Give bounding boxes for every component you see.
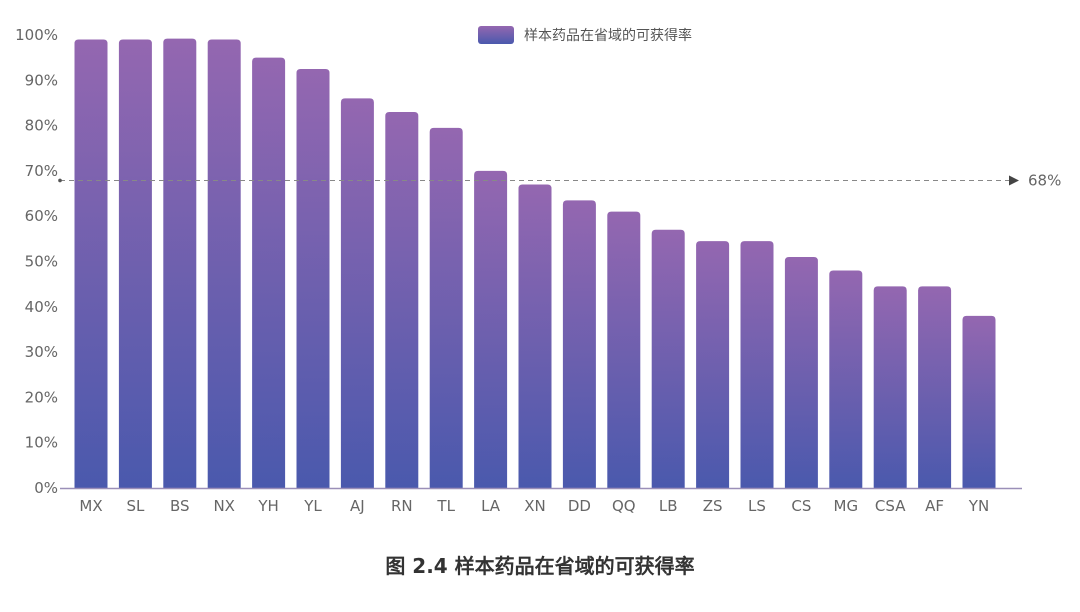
y-tick-label: 60% [25, 207, 58, 225]
reference-line-label: 68% [1028, 171, 1061, 189]
x-axis: MX SL BS NX YH YL AJ RN TL LA XN DD QQ LB ZS LS CS MG CSA A… [79, 497, 989, 515]
bar-mx [74, 39, 108, 488]
bar-af [918, 286, 952, 488]
bar-ls [740, 241, 774, 488]
x-tick-label: SL [126, 497, 145, 515]
y-tick-label: 0% [34, 479, 58, 497]
x-tick-label: RN [391, 497, 413, 515]
chart: 样本药品在省域的可获得率 0% 10% 20% 30% 40% 50% 60% 70% 80% 9… [15, 26, 1061, 515]
y-tick-label: 30% [25, 343, 58, 361]
y-tick-label: 90% [25, 71, 58, 89]
y-tick-label: 20% [25, 388, 58, 406]
legend: 样本药品在省域的可获得率 [478, 26, 692, 44]
x-tick-label: AJ [350, 497, 365, 515]
x-tick-label: LA [481, 497, 501, 515]
x-tick-label: TL [436, 497, 455, 515]
bar-dd [562, 200, 596, 488]
x-tick-label: NX [213, 497, 235, 515]
x-tick-label: CSA [875, 497, 906, 515]
x-tick-label: BS [170, 497, 190, 515]
chart-caption: 图 2.4 样本药品在省域的可获得率 [385, 554, 695, 578]
legend-label: 样本药品在省域的可获得率 [524, 27, 692, 44]
x-tick-label: QQ [612, 497, 636, 515]
bar-bs [163, 38, 197, 489]
bars [74, 38, 996, 489]
x-tick-label: ZS [703, 497, 723, 515]
bar-aj [340, 98, 374, 489]
y-tick-label: 10% [25, 434, 58, 452]
bar-sl [118, 39, 152, 488]
y-tick-label: 100% [15, 26, 58, 44]
x-tick-label: YL [303, 497, 322, 515]
reference-line-start [58, 178, 62, 183]
x-tick-label: MX [79, 497, 102, 515]
x-tick-label: XN [524, 497, 546, 515]
bar-cs [784, 256, 818, 488]
bar-csa [873, 286, 907, 488]
x-tick-label: DD [568, 497, 591, 515]
bar-lb [651, 229, 685, 489]
y-tick-label: 50% [25, 253, 58, 271]
bar-rn [385, 112, 419, 488]
x-tick-label: AF [925, 497, 944, 515]
bar-zs [696, 241, 730, 488]
bar-yh [252, 57, 286, 489]
bar-nx [207, 39, 241, 488]
reference-line-group: 68% [58, 171, 1061, 189]
bar-la [474, 170, 508, 488]
x-tick-label: LS [748, 497, 766, 515]
x-tick-label: YH [257, 497, 278, 515]
bar-mg [829, 270, 863, 488]
y-tick-label: 80% [25, 117, 58, 135]
x-tick-label: MG [834, 497, 859, 515]
y-tick-label: 70% [25, 162, 58, 180]
bar-xn [518, 184, 552, 489]
bar-yl [296, 68, 330, 488]
y-tick-label: 40% [25, 298, 58, 316]
x-tick-label: YN [968, 497, 989, 515]
y-axis: 0% 10% 20% 30% 40% 50% 60% 70% 80% 90% 100% [15, 26, 58, 497]
bar-tl [429, 127, 463, 489]
legend-swatch [478, 26, 514, 44]
bar-yn [962, 315, 996, 488]
bar-qq [607, 211, 641, 489]
x-tick-label: LB [659, 497, 678, 515]
x-tick-label: CS [791, 497, 811, 515]
